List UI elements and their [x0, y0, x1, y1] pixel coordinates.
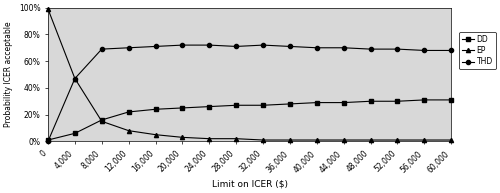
THD [180, 44, 186, 46]
DD [99, 119, 105, 121]
DD [126, 111, 132, 113]
THD [126, 47, 132, 49]
DD [368, 100, 374, 102]
THD [287, 45, 293, 48]
Line: THD: THD [46, 43, 454, 143]
EP [126, 130, 132, 132]
EP [287, 139, 293, 141]
DD [233, 104, 239, 106]
THD [45, 140, 51, 142]
THD [260, 44, 266, 46]
DD [45, 139, 51, 141]
EP [99, 120, 105, 123]
Line: EP: EP [46, 7, 454, 142]
THD [368, 48, 374, 50]
THD [233, 45, 239, 48]
DD [206, 105, 212, 108]
DD [72, 132, 78, 135]
EP [45, 8, 51, 10]
Legend: DD, EP, THD: DD, EP, THD [459, 31, 496, 69]
EP [448, 139, 454, 141]
EP [394, 139, 400, 141]
THD [314, 47, 320, 49]
DD [394, 100, 400, 102]
EP [72, 77, 78, 80]
EP [340, 139, 346, 141]
EP [260, 139, 266, 141]
EP [206, 138, 212, 140]
THD [72, 77, 78, 80]
Line: DD: DD [46, 98, 454, 142]
EP [233, 138, 239, 140]
THD [152, 45, 158, 48]
DD [422, 99, 428, 101]
DD [260, 104, 266, 106]
DD [287, 103, 293, 105]
DD [448, 99, 454, 101]
THD [448, 49, 454, 52]
THD [340, 47, 346, 49]
DD [152, 108, 158, 110]
DD [180, 107, 186, 109]
X-axis label: Limit on ICER ($): Limit on ICER ($) [212, 180, 288, 189]
EP [180, 136, 186, 139]
THD [206, 44, 212, 46]
EP [422, 139, 428, 141]
DD [340, 102, 346, 104]
EP [368, 139, 374, 141]
THD [99, 48, 105, 50]
THD [394, 48, 400, 50]
EP [314, 139, 320, 141]
DD [314, 102, 320, 104]
EP [152, 134, 158, 136]
THD [422, 49, 428, 52]
Y-axis label: Probability ICER acceptable: Probability ICER acceptable [4, 22, 13, 127]
